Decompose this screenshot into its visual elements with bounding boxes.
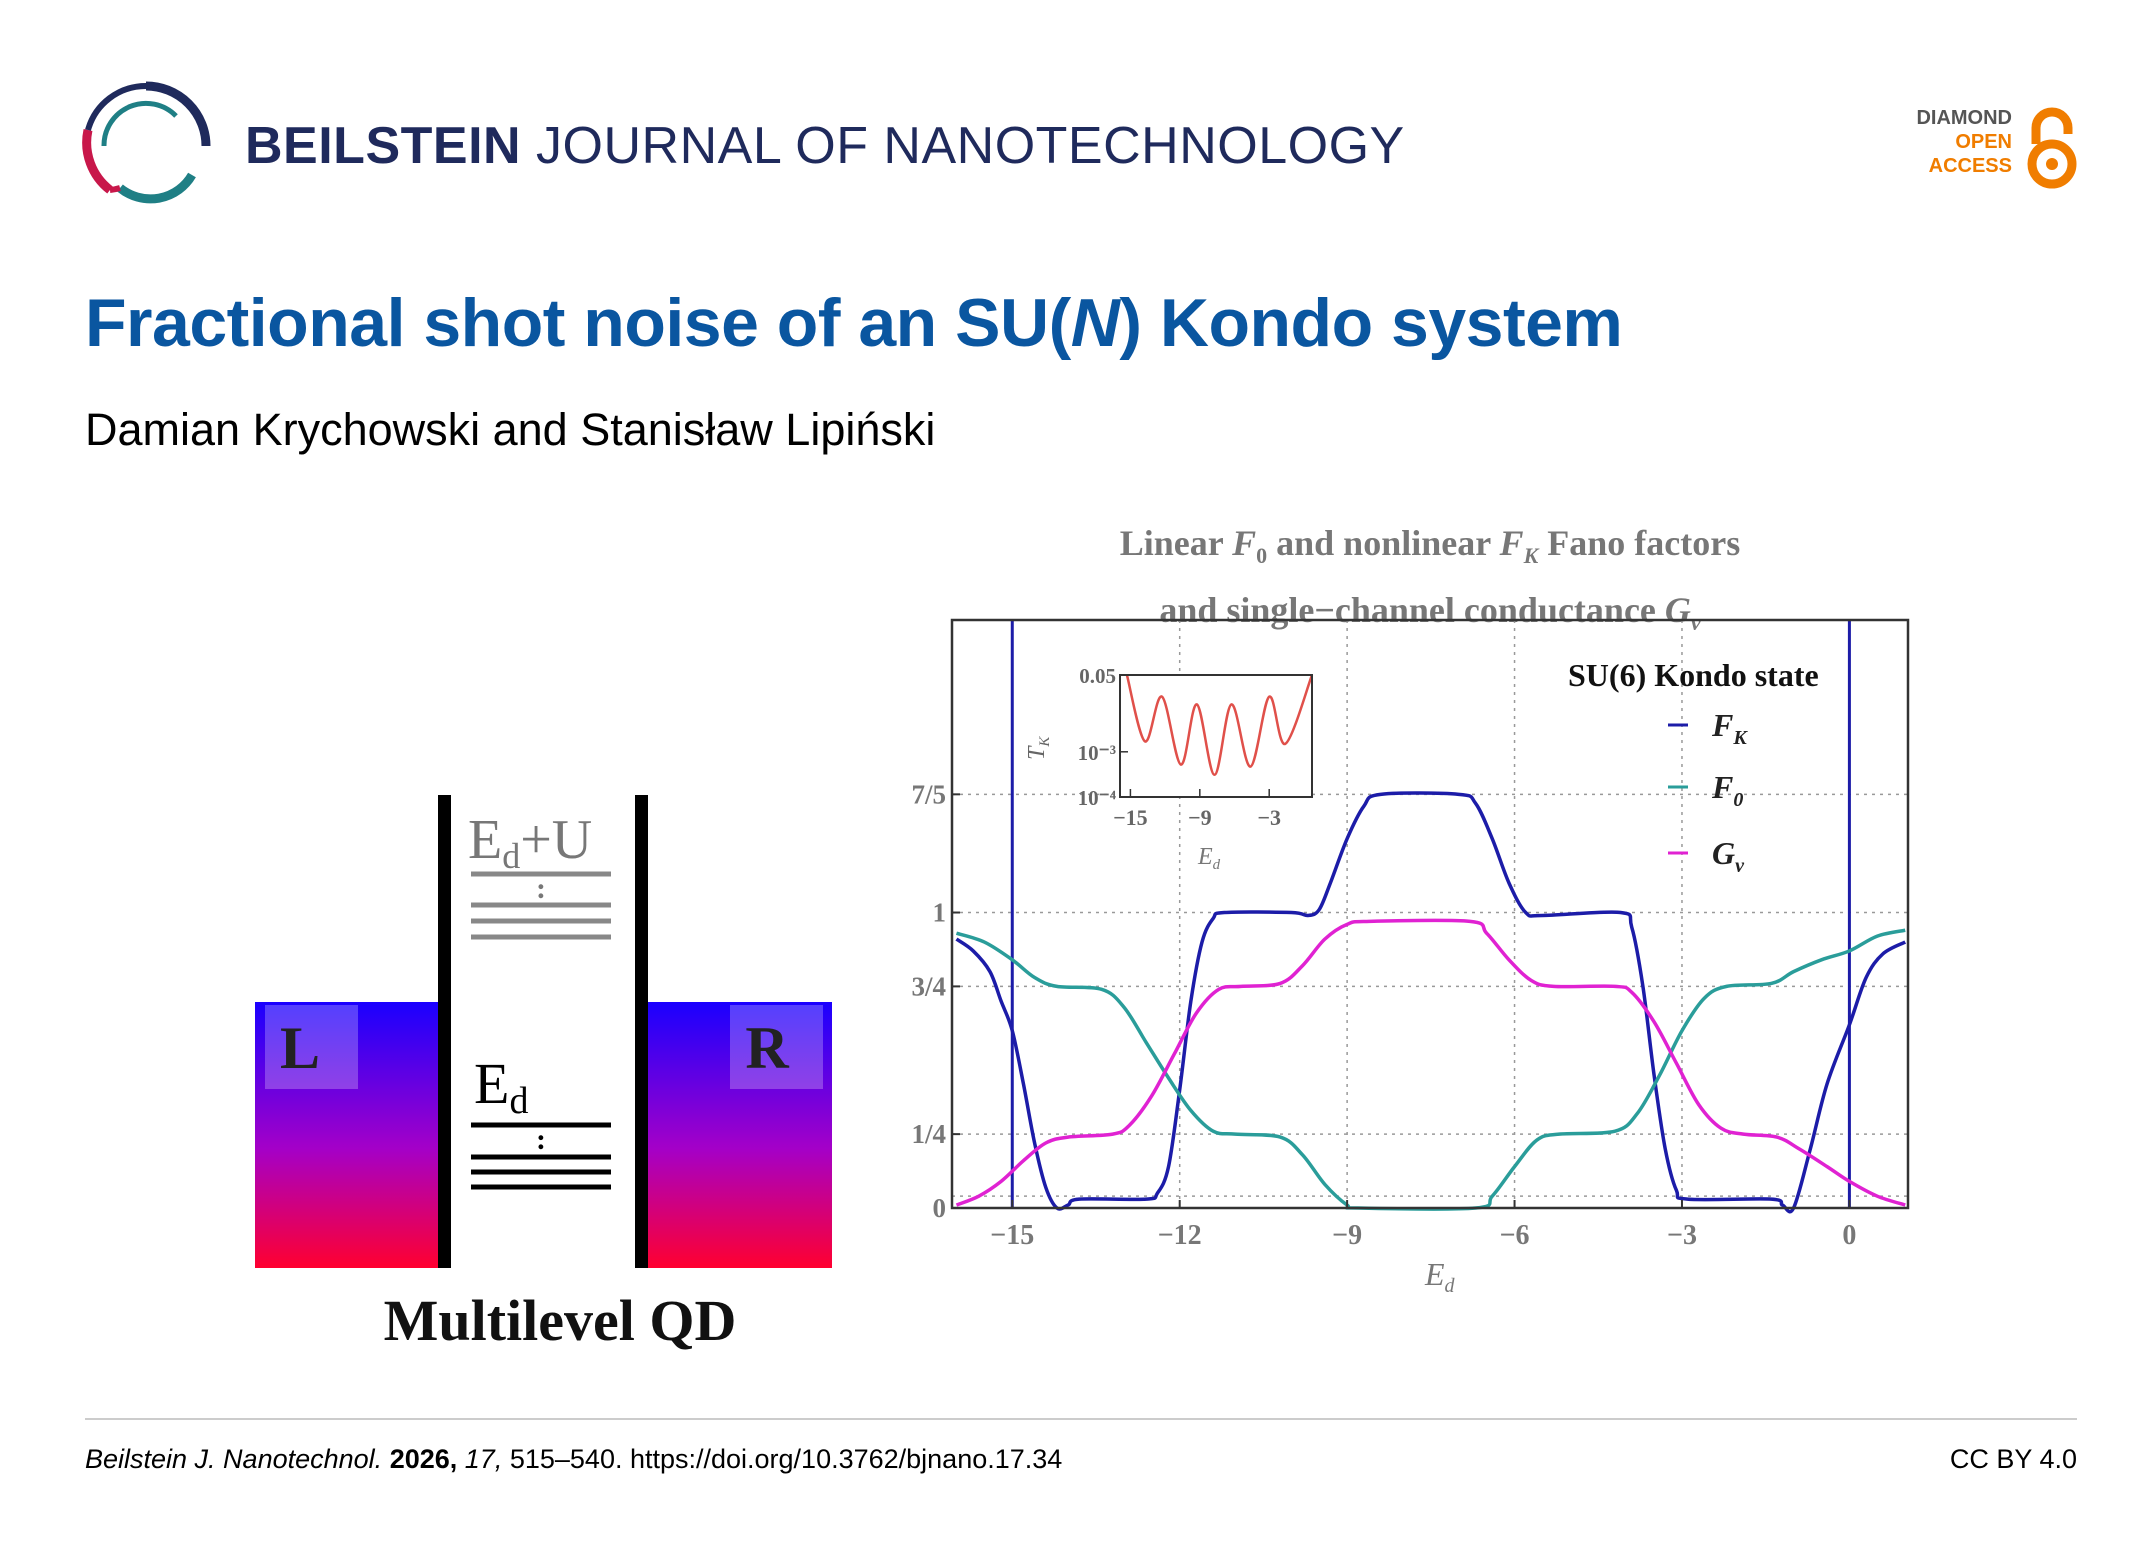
inset-x-tick-label: −15 xyxy=(1113,805,1148,830)
lower-levels-dots: : xyxy=(536,1123,546,1156)
right-label-box xyxy=(730,1005,823,1089)
title-part-italic: N xyxy=(1070,285,1120,361)
y-tick-label: 0 xyxy=(933,1193,947,1223)
open-access-lock-icon xyxy=(2027,107,2077,189)
inset-y-label: TK xyxy=(1024,736,1053,760)
chart-title-line1: Linear F0 and nonlinear FK Fano factors xyxy=(1119,523,1741,569)
pages-doi[interactable]: 515–540. https://doi.org/10.3762/bjnano.… xyxy=(509,1444,1063,1474)
chart-curves xyxy=(955,620,1907,1214)
legend-label-base: F xyxy=(1711,769,1733,805)
journal-name-rest: JOURNAL OF NANOTECHNOLOGY xyxy=(521,117,1405,175)
y-tick-label: 3/4 xyxy=(911,971,946,1001)
inset-frame xyxy=(1119,674,1313,798)
chart-grid xyxy=(952,620,1908,1208)
title-part: ) Kondo system xyxy=(1119,285,1623,361)
legend-label-2: Gν xyxy=(1712,835,1745,877)
open-access-badge: DIAMOND OPEN ACCESS xyxy=(1880,104,2080,194)
volume: 17, xyxy=(464,1444,503,1474)
oa-line3: ACCESS xyxy=(1928,155,2012,177)
chart-title-line2: and single−channel conductance Gν xyxy=(1159,590,1701,636)
upper-levels-dots: : xyxy=(536,872,546,905)
legend-label-base: F xyxy=(1711,707,1733,743)
legend-label-sub: ν xyxy=(1735,855,1745,877)
y-tick-label: 1 xyxy=(933,898,947,928)
inset-x-tick-label: −9 xyxy=(1188,805,1212,830)
article-authors: Damian Krychowski and Stanisław Lipiński xyxy=(85,404,936,455)
legend-label-1: F0 xyxy=(1711,769,1743,811)
oa-line2: OPEN xyxy=(1955,131,2012,153)
inset-y-tick-label: 10⁻⁴ xyxy=(1078,786,1117,810)
tk-inset: −15 −9 −3 0.05 10⁻³ 10⁻⁴ xyxy=(1078,664,1314,830)
series-line-fk xyxy=(955,791,1907,1214)
license: CC BY 4.0 xyxy=(1949,1444,2077,1474)
journal-abbrev: Beilstein J. Nanotechnol. xyxy=(85,1444,383,1474)
plot-frame xyxy=(950,618,1910,1210)
upper-levels xyxy=(471,871,611,940)
right-reservoir xyxy=(648,1002,832,1268)
right-barrier xyxy=(635,795,648,1268)
y-tick-label: 1/4 xyxy=(911,1119,946,1149)
x-tick-label: −9 xyxy=(1332,1220,1362,1251)
left-reservoir-label: L xyxy=(280,1015,320,1081)
footer-divider xyxy=(85,1418,2077,1420)
left-label-box xyxy=(265,1005,358,1089)
beilstein-logo-icon xyxy=(82,81,211,204)
inset-y-tick-label: 0.05 xyxy=(1079,664,1116,688)
journal-name: BEILSTEIN JOURNAL OF NANOTECHNOLOGY xyxy=(245,116,1405,176)
journal-name-bold: BEILSTEIN xyxy=(245,117,522,175)
legend-label-sub: K xyxy=(1732,727,1748,749)
inset-y-tick-label: 10⁻³ xyxy=(1078,741,1116,765)
legend-label-0: FK xyxy=(1711,707,1748,749)
inset-tk-line xyxy=(1125,674,1314,777)
series-line-gv xyxy=(955,918,1906,1207)
article-title: Fractional shot noise of an SU(N) Kondo … xyxy=(85,284,1623,362)
left-reservoir xyxy=(255,1002,438,1268)
left-barrier xyxy=(438,795,451,1268)
inset-x-tick-label: −3 xyxy=(1257,805,1281,830)
x-tick-label: −3 xyxy=(1667,1220,1697,1251)
series-line-f0 xyxy=(955,928,1906,1211)
legend-label-sub: 0 xyxy=(1733,789,1743,811)
multilevel-qd-diagram: L R Ed+U : Ed : Multilevel QD xyxy=(255,795,832,1353)
lower-levels xyxy=(471,1122,611,1190)
legend-title: SU(6) Kondo state xyxy=(1568,657,1819,693)
year: 2026, xyxy=(389,1444,458,1474)
citation: Beilstein J. Nanotechnol. 2026, 17, 515–… xyxy=(85,1444,1062,1475)
legend-label-base: G xyxy=(1712,835,1735,871)
x-tick-label: 0 xyxy=(1842,1220,1856,1251)
x-tick-label: −12 xyxy=(1158,1220,1202,1251)
lower-level-label: Ed xyxy=(474,1051,528,1122)
chart-title: Linear F0 and nonlinear FK Fano factors … xyxy=(1030,516,1830,650)
right-reservoir-label: R xyxy=(745,1015,789,1081)
x-tick-label: −15 xyxy=(990,1220,1034,1251)
x-axis-label: Ed xyxy=(1424,1256,1456,1297)
y-tick-label: 7/5 xyxy=(911,779,946,809)
diagram-caption: Multilevel QD xyxy=(384,1288,737,1353)
oa-line1: DIAMOND xyxy=(1916,107,2012,129)
upper-level-label: Ed+U xyxy=(468,809,592,876)
inset-x-label: Ed xyxy=(1197,844,1221,873)
title-part: Fractional shot noise of an SU( xyxy=(85,285,1071,361)
chart-ticks: −15 −12 −9 −6 −3 0 0 1/4 3/4 1 7/5 xyxy=(911,779,1856,1251)
x-tick-label: −6 xyxy=(1500,1220,1530,1251)
